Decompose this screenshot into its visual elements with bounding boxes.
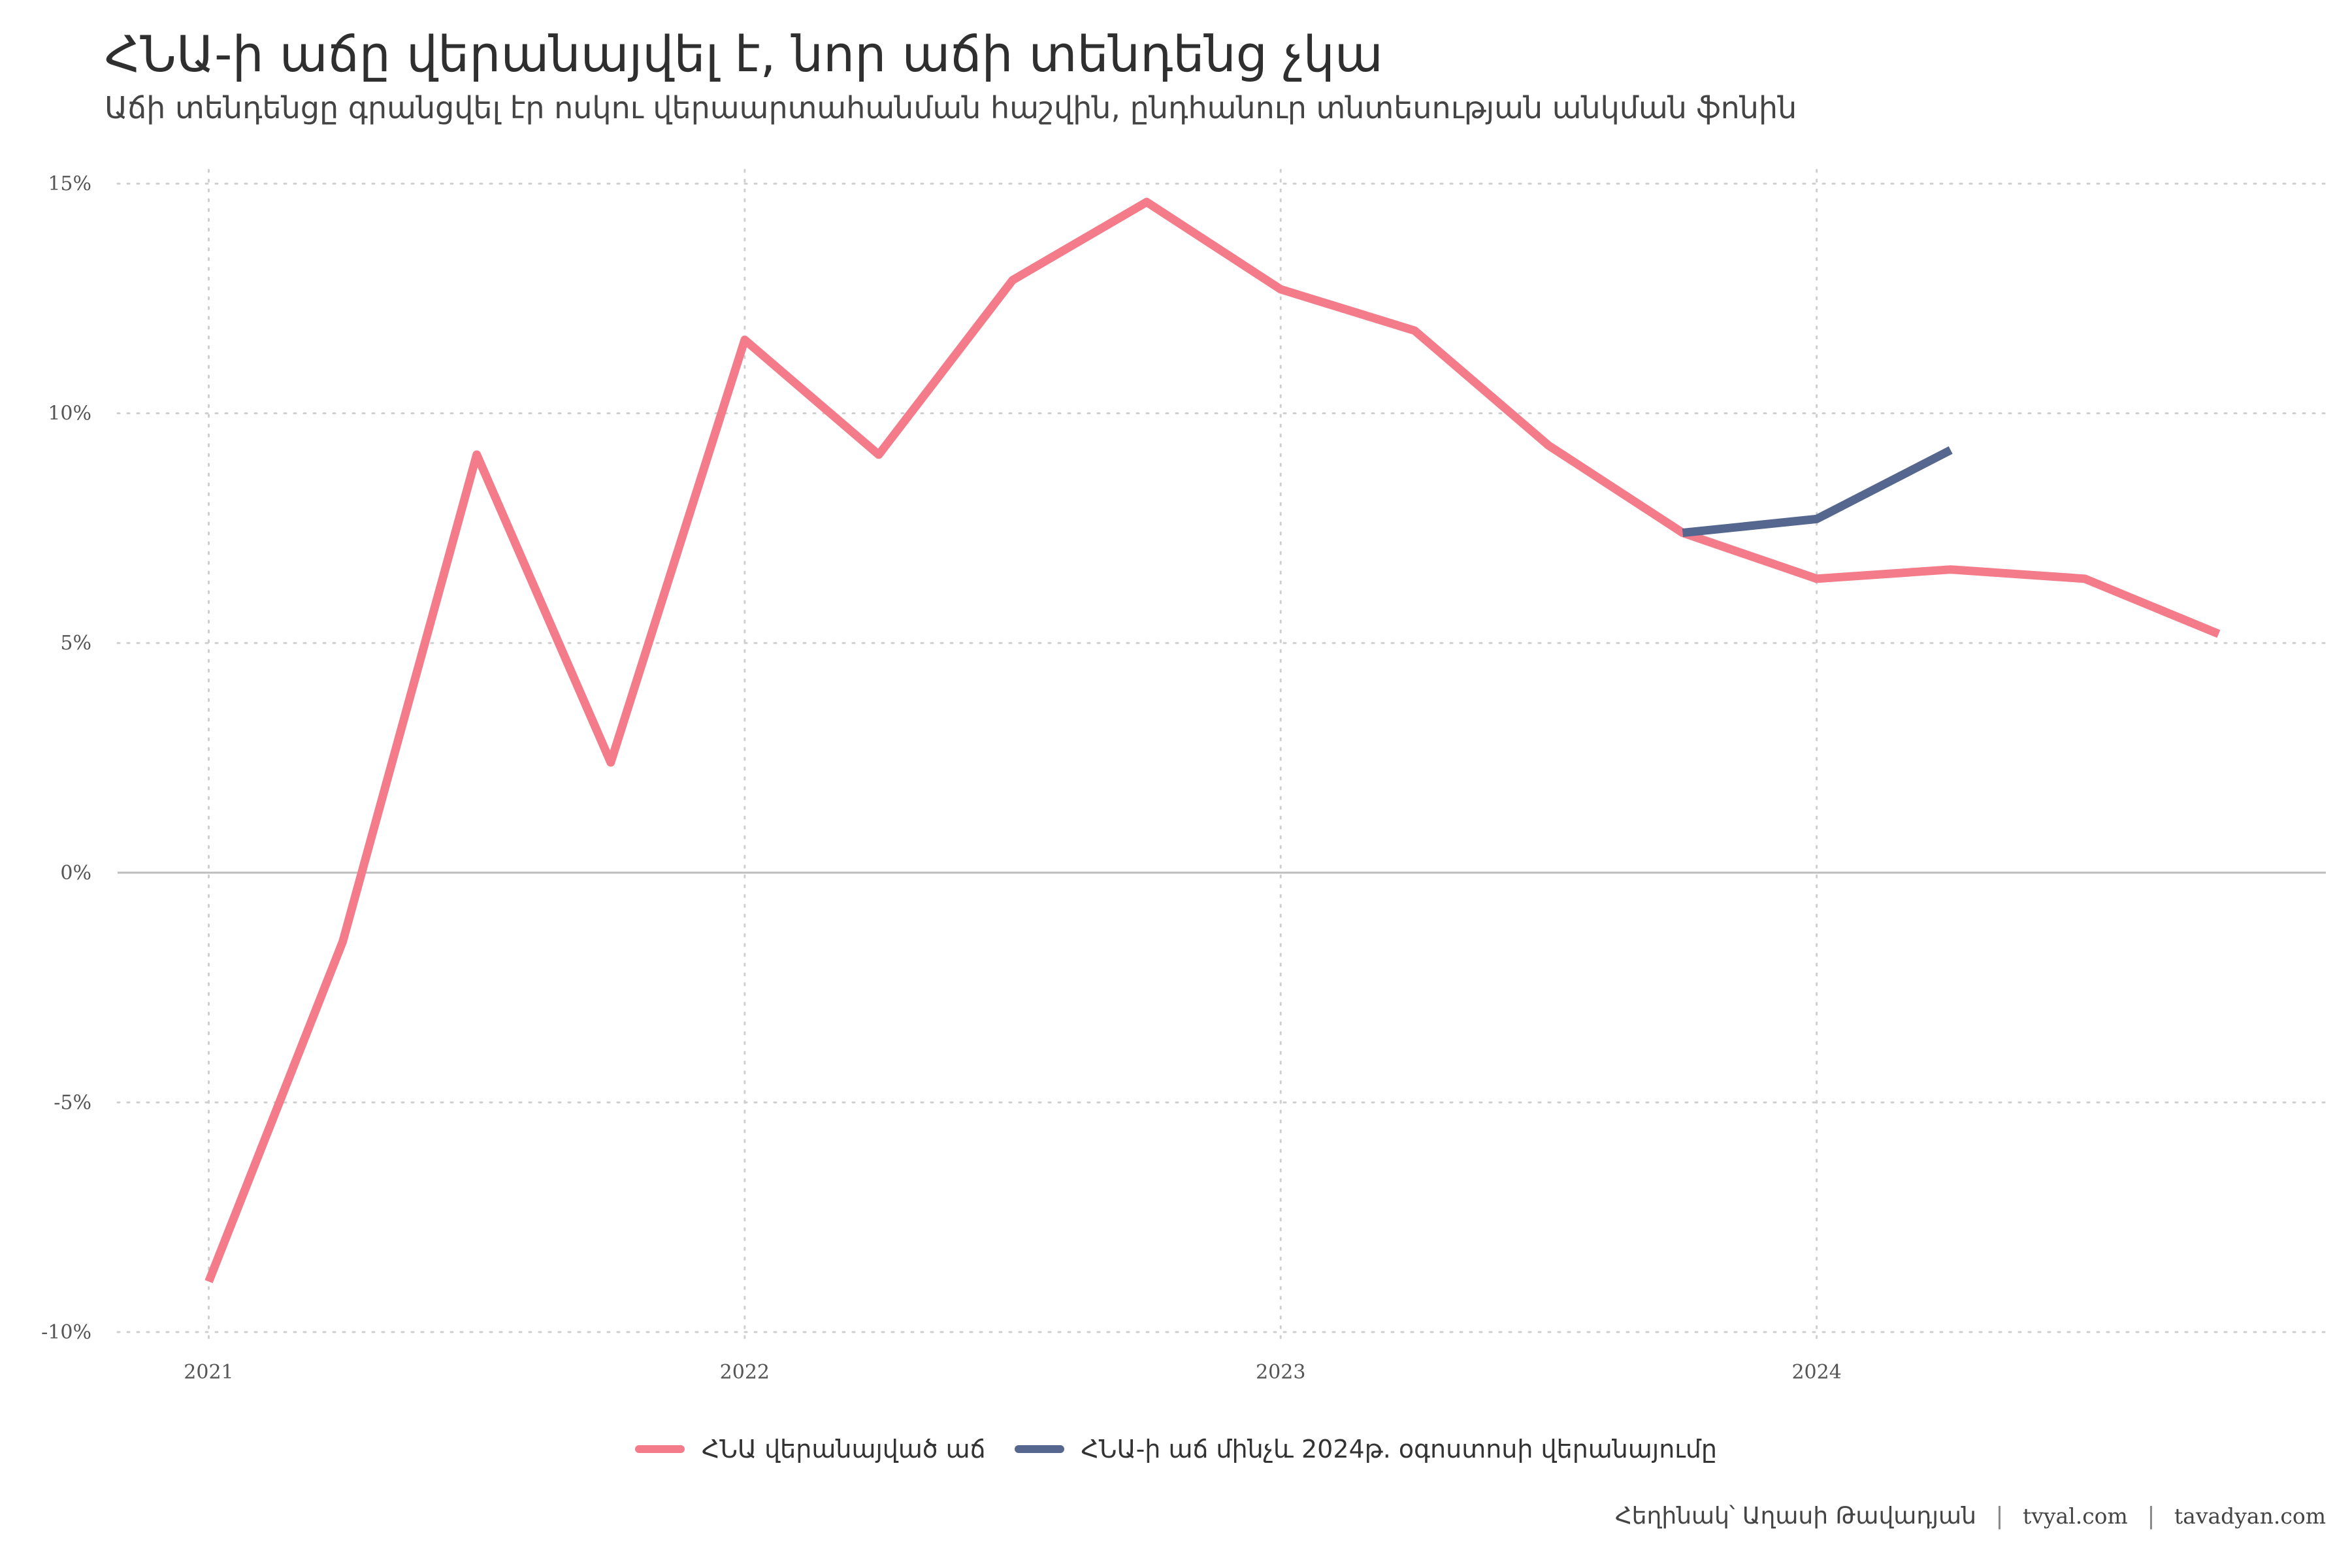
caption-author: Հեղինակ՝ Աղասի Թավադյան (1614, 1503, 1976, 1529)
legend-item-before-revision: ՀՆԱ-ի աճ մինչև 2024թ. օգոստոսի վերանայու… (1014, 1435, 1717, 1463)
legend-label-before-revision: ՀՆԱ-ի աճ մինչև 2024թ. օգոստոսի վերանայու… (1081, 1435, 1717, 1463)
legend-swatch-before-revision (1014, 1445, 1064, 1453)
caption: Հեղինակ՝ Աղասի Թավադյան | tvyal.com | ta… (1615, 1503, 2326, 1529)
y-tick-label: 5% (60, 632, 91, 655)
chart-title: ՀՆԱ-ի աճը վերանայվել է, նոր աճի տենդենց … (105, 25, 1383, 83)
x-tick-label: 2021 (184, 1361, 233, 1384)
y-tick-label: 10% (48, 402, 91, 425)
caption-site-tvyal: tvyal.com (2022, 1503, 2128, 1529)
x-tick-label: 2022 (720, 1361, 770, 1384)
legend-swatch-revised (635, 1445, 685, 1453)
series-line-before-revision (1682, 446, 1953, 537)
x-tick-label: 2024 (1791, 1361, 1841, 1384)
chart-subtitle: Աճի տենդենցը գրանցվել էր ոսկու վերաարտահ… (105, 90, 1797, 125)
y-tick-label: -5% (54, 1091, 91, 1114)
legend-item-revised: ՀՆԱ վերանայված աճ (635, 1435, 986, 1463)
x-tick-label: 2023 (1256, 1361, 1305, 1384)
series-line-revised (204, 197, 2221, 1283)
legend: ՀՆԱ վերանայված աճ ՀՆԱ-ի աճ մինչև 2024թ. … (0, 1435, 2352, 1463)
caption-separator: | (1995, 1503, 2004, 1529)
y-tick-label: 0% (60, 862, 91, 885)
y-tick-label: 15% (48, 172, 91, 195)
caption-site-tavadyan: tavadyan.com (2174, 1503, 2326, 1529)
legend-label-revised: ՀՆԱ վերանայված աճ (702, 1435, 986, 1463)
y-tick-label: -10% (41, 1321, 91, 1344)
caption-separator: | (2147, 1503, 2155, 1529)
